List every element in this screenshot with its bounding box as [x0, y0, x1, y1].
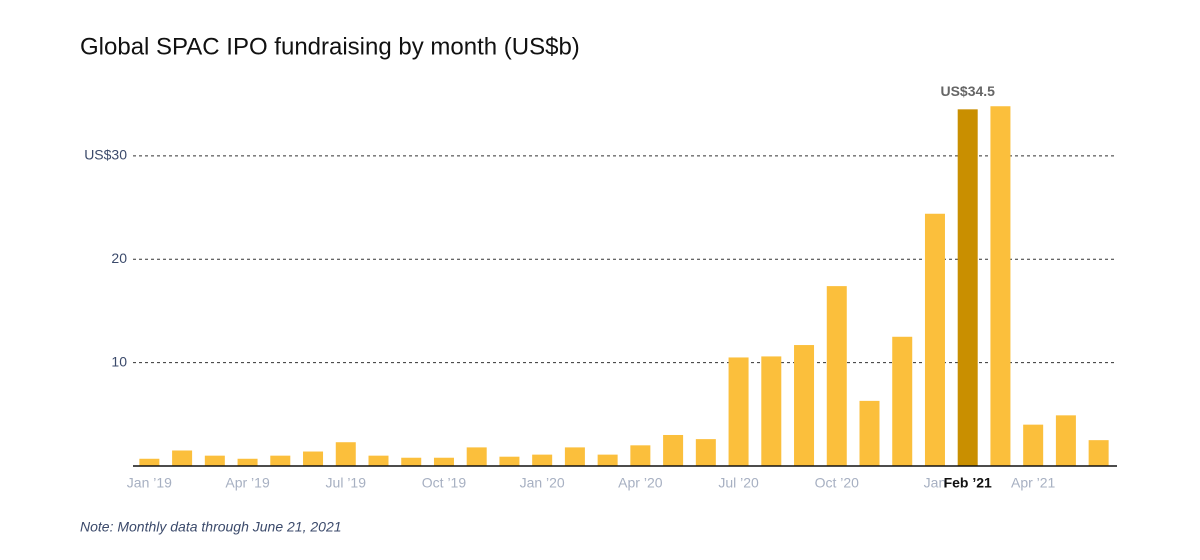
x-tick-label: Apr ’21 — [1011, 475, 1056, 491]
bar — [761, 356, 782, 466]
y-tick-label: US$30 — [84, 147, 127, 163]
bar — [597, 454, 618, 466]
x-tick-label: Jul ’20 — [718, 475, 759, 491]
bar — [172, 450, 193, 466]
x-tick-label: Jul ’19 — [326, 475, 367, 491]
bar — [826, 286, 847, 466]
bar — [204, 455, 225, 466]
bar — [139, 458, 160, 466]
x-tick-label: Oct ’19 — [422, 475, 467, 491]
bar — [564, 447, 585, 466]
x-tick-label: Jan ’19 — [127, 475, 172, 491]
bar — [663, 434, 684, 466]
x-tick-label: Feb ’21 — [944, 475, 992, 491]
bar — [695, 439, 716, 466]
y-tick-label: 20 — [111, 250, 127, 266]
bar — [335, 442, 356, 466]
bar — [368, 455, 389, 466]
bar — [532, 454, 553, 466]
x-tick-label: Jan — [924, 475, 947, 491]
bar — [303, 451, 324, 466]
x-tick-label: Oct ’20 — [815, 475, 860, 491]
bar — [401, 457, 422, 466]
bar — [794, 345, 815, 466]
bar — [466, 447, 487, 466]
bar — [728, 357, 749, 466]
y-tick-label: 10 — [111, 353, 127, 369]
bar — [957, 109, 978, 467]
bar — [1055, 415, 1076, 466]
value-label: US$34.5 — [940, 83, 995, 99]
chart-title: Global SPAC IPO fundraising by month (US… — [80, 33, 580, 60]
bar — [630, 445, 651, 466]
x-tick-label: Apr ’20 — [618, 475, 663, 491]
bar — [859, 400, 880, 466]
bar — [990, 106, 1011, 466]
bar — [433, 457, 454, 466]
x-tick-label: Apr ’19 — [225, 475, 270, 491]
bar — [499, 456, 520, 466]
bar — [924, 213, 945, 466]
bar — [892, 336, 913, 466]
x-tick-label: Jan ’20 — [520, 475, 565, 491]
chart-note: Note: Monthly data through June 21, 2021 — [80, 519, 342, 535]
bar — [1023, 424, 1044, 466]
bar — [270, 455, 291, 466]
bar — [1088, 440, 1109, 466]
bar — [237, 458, 258, 466]
